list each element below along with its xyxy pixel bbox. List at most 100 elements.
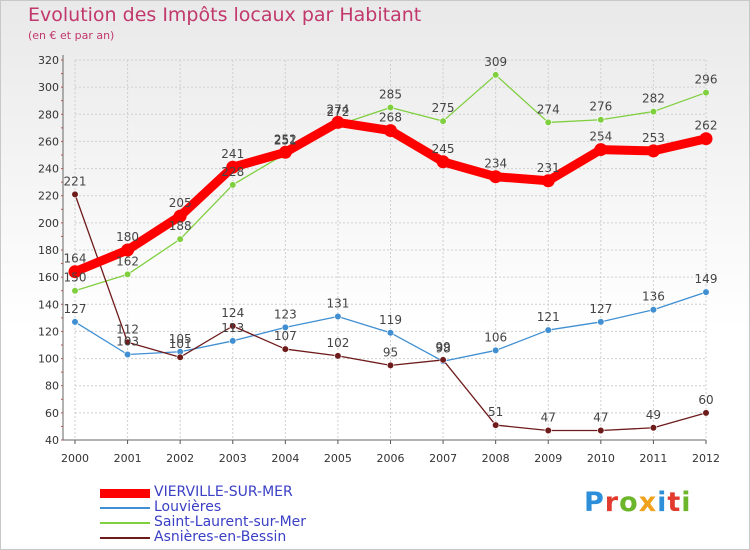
data-point (439, 117, 447, 125)
legend-swatch (100, 537, 150, 539)
data-point (334, 312, 342, 321)
data-label: 103 (116, 335, 139, 349)
data-point (173, 209, 187, 223)
data-label: 275 (432, 101, 455, 115)
y-tick-label: 300 (38, 81, 59, 94)
legend-label: Saint-Laurent-sur-Mer (154, 514, 307, 530)
data-point (229, 181, 237, 189)
x-tick-label: 2003 (219, 452, 247, 465)
data-point (544, 426, 552, 435)
data-point (123, 270, 132, 279)
data-point (597, 318, 605, 326)
data-point (386, 329, 395, 337)
data-label: 164 (64, 252, 87, 266)
data-label: 99 (435, 340, 450, 354)
legend-swatch (100, 507, 150, 509)
data-label: 252 (274, 132, 297, 146)
y-tick-label: 320 (38, 54, 59, 67)
data-point (226, 160, 240, 174)
data-point (71, 287, 79, 295)
data-label: 49 (646, 408, 661, 422)
data-point (229, 322, 237, 330)
data-label: 162 (116, 254, 139, 268)
data-point (597, 426, 605, 435)
data-point (702, 88, 710, 97)
data-label: 131 (326, 297, 349, 311)
data-point (123, 350, 132, 359)
x-tick-label: 2006 (377, 452, 405, 465)
y-tick-label: 240 (38, 163, 59, 176)
logo-letter: r (604, 487, 620, 518)
data-label: 119 (379, 313, 402, 327)
logo-letter: t (667, 487, 682, 518)
data-label: 121 (537, 310, 560, 324)
data-point (386, 361, 395, 369)
data-point (123, 338, 132, 346)
y-tick-label: 60 (45, 407, 59, 420)
data-label: 102 (326, 336, 349, 350)
proxiti-logo: Proxiti (584, 487, 692, 518)
data-label: 309 (484, 55, 507, 69)
series-VIERVILLE-SUR-MER (68, 115, 713, 279)
x-tick-label: 2009 (534, 452, 562, 465)
y-tick-label: 160 (38, 271, 59, 284)
data-point (594, 143, 608, 157)
data-point (436, 155, 450, 169)
data-label: 253 (642, 131, 665, 145)
data-label: 47 (593, 411, 608, 425)
y-tick-label: 100 (38, 353, 59, 366)
data-point (439, 356, 447, 364)
data-label: 113 (221, 321, 244, 335)
data-label: 47 (541, 411, 556, 425)
chart-subtitle: (en € et par an) (28, 29, 115, 42)
x-tick-label: 2012 (692, 452, 720, 465)
data-point (699, 132, 713, 146)
logo-letter: o (619, 487, 639, 518)
y-tick-label: 200 (38, 217, 59, 230)
data-label: 296 (695, 73, 718, 87)
data-point (281, 345, 289, 353)
data-label: 268 (379, 111, 402, 125)
data-label: 105 (169, 332, 192, 346)
data-label: 60 (698, 393, 713, 407)
grid (74, 59, 707, 441)
data-point (541, 174, 555, 188)
logo-letter: i (681, 487, 692, 518)
x-tick-label: 2000 (61, 452, 89, 465)
y-tick-label: 120 (38, 325, 59, 338)
data-label: 123 (274, 307, 297, 321)
data-label: 228 (221, 165, 244, 179)
x-tick-label: 2010 (587, 452, 615, 465)
data-point (702, 288, 710, 296)
logo-letter: x (638, 487, 658, 518)
legend-swatch (100, 488, 150, 498)
logo-letter: P (584, 487, 605, 518)
data-label: 124 (221, 306, 244, 320)
data-label: 106 (484, 330, 507, 344)
data-label: 188 (169, 219, 192, 233)
data-point (492, 346, 500, 355)
data-label: 274 (326, 102, 349, 116)
data-label: 107 (274, 329, 297, 343)
data-label: 149 (695, 272, 718, 286)
data-point (646, 144, 660, 158)
data-label: 276 (589, 100, 612, 114)
y-tick-label: 140 (38, 298, 59, 311)
data-point (597, 116, 605, 124)
data-label: 136 (642, 290, 665, 304)
legend-label: VIERVILLE-SUR-MER (154, 484, 293, 500)
data-label: 251 (274, 134, 297, 148)
data-label: 112 (116, 322, 139, 336)
data-point (702, 409, 710, 417)
data-label: 282 (642, 92, 665, 106)
series-Asnières-en-Bessin (71, 190, 710, 435)
y-tick-label: 80 (45, 380, 59, 393)
data-point (229, 337, 237, 345)
data-label: 98 (435, 341, 450, 355)
data-label: 127 (589, 302, 612, 316)
data-point (384, 124, 397, 138)
data-point (649, 107, 658, 116)
x-tick-label: 2004 (271, 452, 299, 465)
data-point (71, 190, 79, 198)
